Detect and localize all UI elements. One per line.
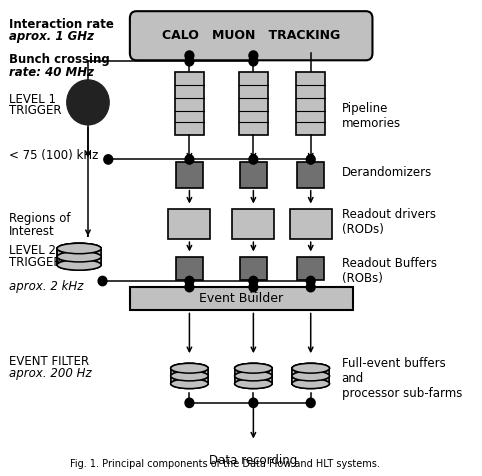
Ellipse shape: [57, 243, 101, 254]
Text: Bunch crossing: Bunch crossing: [9, 53, 109, 66]
Text: Full-event buffers
and
processor sub-farms: Full-event buffers and processor sub-far…: [342, 357, 462, 400]
Bar: [171, 368, 208, 376]
FancyBboxPatch shape: [130, 11, 373, 60]
Bar: [130, 287, 353, 310]
Text: aprox. 1 GHz: aprox. 1 GHz: [9, 30, 94, 43]
Text: Readout drivers
(RODs): Readout drivers (RODs): [342, 208, 436, 236]
Circle shape: [249, 155, 258, 164]
Ellipse shape: [57, 243, 101, 254]
Ellipse shape: [171, 371, 208, 381]
Ellipse shape: [292, 379, 330, 388]
Bar: [176, 257, 203, 280]
Text: TRIGGER: TRIGGER: [9, 104, 61, 117]
Ellipse shape: [292, 363, 330, 373]
Bar: [57, 248, 101, 265]
Ellipse shape: [57, 251, 101, 262]
Text: Regions of: Regions of: [9, 212, 70, 225]
Bar: [171, 376, 208, 384]
Ellipse shape: [57, 260, 101, 270]
Bar: [290, 209, 332, 239]
Circle shape: [185, 277, 194, 286]
Circle shape: [185, 57, 194, 66]
Circle shape: [185, 282, 194, 292]
Circle shape: [67, 80, 109, 125]
Ellipse shape: [235, 371, 272, 381]
Ellipse shape: [235, 379, 272, 388]
Text: Event Builder: Event Builder: [199, 292, 283, 305]
Bar: [239, 72, 268, 135]
Text: EVENT FILTER: EVENT FILTER: [9, 355, 89, 368]
Ellipse shape: [171, 371, 208, 381]
Text: aprox. 200 Hz: aprox. 200 Hz: [9, 367, 91, 379]
Bar: [297, 162, 324, 188]
Circle shape: [98, 277, 107, 286]
Circle shape: [249, 57, 258, 66]
Ellipse shape: [171, 363, 208, 373]
Bar: [292, 368, 330, 376]
Circle shape: [306, 155, 315, 164]
Bar: [297, 257, 324, 280]
Bar: [169, 209, 210, 239]
Ellipse shape: [292, 371, 330, 381]
Circle shape: [249, 51, 258, 60]
Bar: [240, 162, 267, 188]
Circle shape: [185, 155, 194, 164]
Circle shape: [306, 282, 315, 292]
Ellipse shape: [235, 371, 272, 381]
Bar: [240, 257, 267, 280]
Text: Derandomizers: Derandomizers: [342, 166, 432, 178]
Bar: [292, 376, 330, 384]
Text: Interest: Interest: [9, 225, 54, 238]
Circle shape: [249, 398, 258, 407]
Circle shape: [185, 398, 194, 407]
Ellipse shape: [235, 363, 272, 373]
Circle shape: [249, 282, 258, 292]
Ellipse shape: [57, 260, 101, 270]
Ellipse shape: [292, 363, 330, 373]
Circle shape: [249, 277, 258, 286]
Ellipse shape: [171, 379, 208, 388]
Text: CALO   MUON   TRACKING: CALO MUON TRACKING: [162, 29, 340, 42]
Circle shape: [306, 277, 315, 286]
Ellipse shape: [235, 379, 272, 388]
Bar: [57, 257, 101, 265]
Circle shape: [185, 51, 194, 60]
Ellipse shape: [171, 363, 208, 373]
Bar: [235, 368, 272, 384]
Text: Interaction rate: Interaction rate: [9, 18, 113, 31]
Circle shape: [104, 155, 113, 164]
Bar: [296, 72, 325, 135]
Text: Data recording: Data recording: [209, 454, 297, 467]
Ellipse shape: [292, 379, 330, 388]
Ellipse shape: [292, 371, 330, 381]
Bar: [176, 162, 203, 188]
Text: aprox. 2 kHz: aprox. 2 kHz: [9, 280, 83, 293]
Bar: [175, 72, 204, 135]
Ellipse shape: [57, 251, 101, 262]
Text: rate: 40 MHz: rate: 40 MHz: [9, 66, 94, 79]
Text: LEVEL 2: LEVEL 2: [9, 244, 55, 257]
Text: LEVEL 1: LEVEL 1: [9, 93, 55, 106]
Ellipse shape: [292, 363, 330, 373]
Ellipse shape: [235, 363, 272, 373]
Circle shape: [306, 398, 315, 407]
Bar: [235, 368, 272, 376]
Bar: [235, 376, 272, 384]
Bar: [293, 368, 329, 384]
Text: TRIGGER: TRIGGER: [9, 256, 61, 269]
Ellipse shape: [171, 363, 208, 373]
Bar: [57, 248, 101, 257]
Bar: [171, 368, 208, 384]
Ellipse shape: [57, 243, 101, 254]
Text: Pipeline
memories: Pipeline memories: [342, 102, 401, 130]
Ellipse shape: [171, 379, 208, 388]
Ellipse shape: [235, 363, 272, 373]
Text: Fig. 1. Principal components of the Data Flow and HLT systems.: Fig. 1. Principal components of the Data…: [70, 459, 380, 469]
Bar: [232, 209, 274, 239]
Text: Readout Buffers
(ROBs): Readout Buffers (ROBs): [342, 257, 437, 285]
Text: < 75 (100) kHz: < 75 (100) kHz: [9, 149, 98, 162]
